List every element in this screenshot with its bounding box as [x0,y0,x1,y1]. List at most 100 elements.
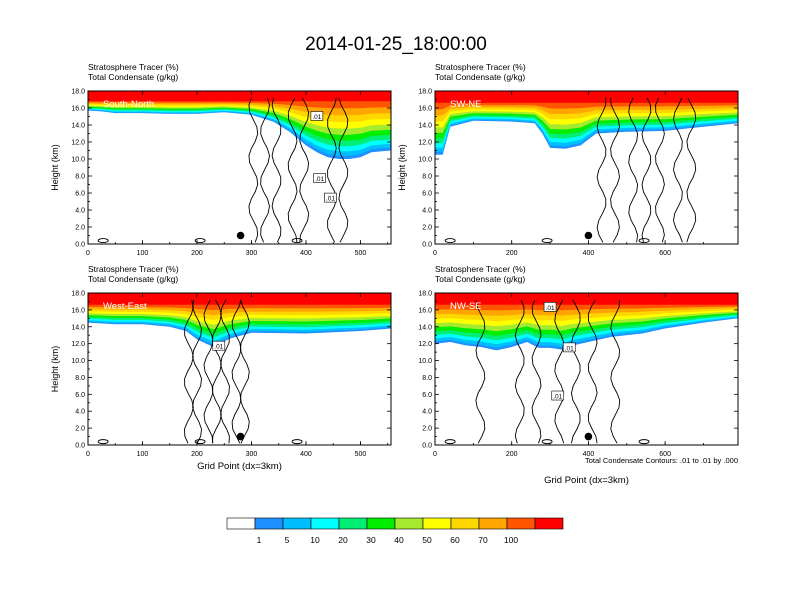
contour-loop [97,439,109,445]
x-tick-label: 600 [659,250,671,257]
y-tick-label: 2.0 [75,225,85,232]
colorbar-label: 100 [504,535,518,545]
contour-line [596,97,607,243]
contour-loop [97,238,109,244]
y-tick-label: 10.0 [71,358,85,365]
y-tick-label: 6.0 [422,191,432,198]
y-tick-label: 8.0 [75,375,85,382]
panel-subtitle: Stratosphere Tracer (%) [88,264,179,274]
contour-line [610,299,621,444]
contour-line [231,299,242,444]
panel-top-right: Stratosphere Tracer (%)Total Condensate … [397,62,739,257]
contour-label-box [562,342,576,353]
y-tick-label: 12.0 [418,341,432,348]
colorbar-label: 20 [338,535,348,545]
contour-line [514,299,525,444]
contour-line [248,97,259,243]
x-tick-label: 300 [246,451,258,458]
tracer-band-11 [88,293,391,305]
x-tick-label: 0 [433,250,437,257]
y-tick-label: 12.0 [71,341,85,348]
x-tick-label: 200 [506,250,518,257]
y-tick-label: 16.0 [418,106,432,113]
tracer-field [88,91,391,159]
colorbar-swatch [506,517,536,530]
x-tick-label: 200 [506,451,518,458]
contour-line [587,299,598,444]
x-tick-label: 500 [355,451,367,458]
contour-loop [541,238,553,244]
y-tick-label: 2.0 [422,426,432,433]
contour-line [271,97,282,243]
x-tick-label: 200 [191,250,203,257]
contour-label: .01 [565,345,574,352]
colorbar-label: 50 [422,535,432,545]
x-tick-label: 0 [86,451,90,458]
contour-line [475,299,486,444]
colorbar-swatch [254,517,284,530]
y-axis-label: Height (km) [397,144,407,191]
contour-line [628,97,639,243]
contour-label: .01 [546,305,555,312]
colorbar-swatch [282,517,312,530]
y-tick-label: 4.0 [75,409,85,416]
panel-subtitle: Total Condensate (g/kg) [435,274,525,284]
y-tick-label: 18.0 [418,291,432,298]
panels: Stratosphere Tracer (%)Total Condensate … [50,62,739,486]
y-tick-label: 10.0 [71,157,85,164]
contour-line [203,299,214,444]
x-tick-label: 100 [137,250,149,257]
contour-line [641,97,652,243]
contour-loop [444,238,456,244]
y-tick-label: 14.0 [418,123,432,130]
y-tick-label: 4.0 [422,409,432,416]
contour-line [327,97,337,243]
contour-line [299,97,310,243]
condensate-contours [444,299,650,445]
contour-label-box [551,390,565,401]
tracer-band-11 [88,91,391,102]
panel-bottom-right: Stratosphere Tracer (%)Total Condensate … [418,264,739,486]
colorbar-swatch [310,517,340,530]
y-tick-label: 4.0 [75,208,85,215]
x-tick-label: 500 [355,250,367,257]
contour-label-box [324,192,337,203]
contour-loop [194,238,206,244]
contour-label-box [313,173,326,183]
y-tick-label: 6.0 [422,392,432,399]
location-marker [584,432,593,441]
panel-label: SW-NE [450,99,482,110]
y-axis-label: Height (km) [50,144,60,191]
panel-subtitle: Stratosphere Tracer (%) [88,62,179,72]
y-tick-label: 8.0 [422,174,432,181]
y-tick-label: 18.0 [71,89,85,96]
x-axis-label: Grid Point (dx=3km) [544,475,629,486]
y-tick-label: 10.0 [418,358,432,365]
figure-title: 2014-01-25_18:00:00 [305,34,487,55]
contour-loop [291,238,303,244]
y-tick-label: 12.0 [71,140,85,147]
panel-subtitle: Total Condensate (g/kg) [88,72,178,82]
contour-loop [444,439,456,445]
x-tick-label: 600 [659,451,671,458]
tracer-field [88,293,391,347]
colorbar-label: 10 [310,535,320,545]
y-tick-label: 6.0 [75,191,85,198]
y-tick-label: 0.0 [75,242,85,249]
x-tick-label: 400 [300,250,312,257]
x-tick-label: 0 [433,451,437,458]
y-tick-label: 16.0 [71,106,85,113]
contour-line [554,299,565,444]
panel-subtitle: Total Condensate (g/kg) [88,274,178,284]
y-tick-label: 18.0 [418,89,432,96]
colorbar-label: 40 [394,535,404,545]
y-tick-label: 12.0 [418,140,432,147]
colorbar-swatch [394,517,424,530]
panel-bottom-left: Stratosphere Tracer (%)Total Condensate … [50,264,392,472]
colorbar-label: 1 [257,535,262,545]
contour-line [655,97,665,243]
y-tick-label: 14.0 [71,324,85,331]
colorbar-swatch [226,517,256,530]
colorbar-label: 70 [478,535,488,545]
contour-line [220,299,230,444]
